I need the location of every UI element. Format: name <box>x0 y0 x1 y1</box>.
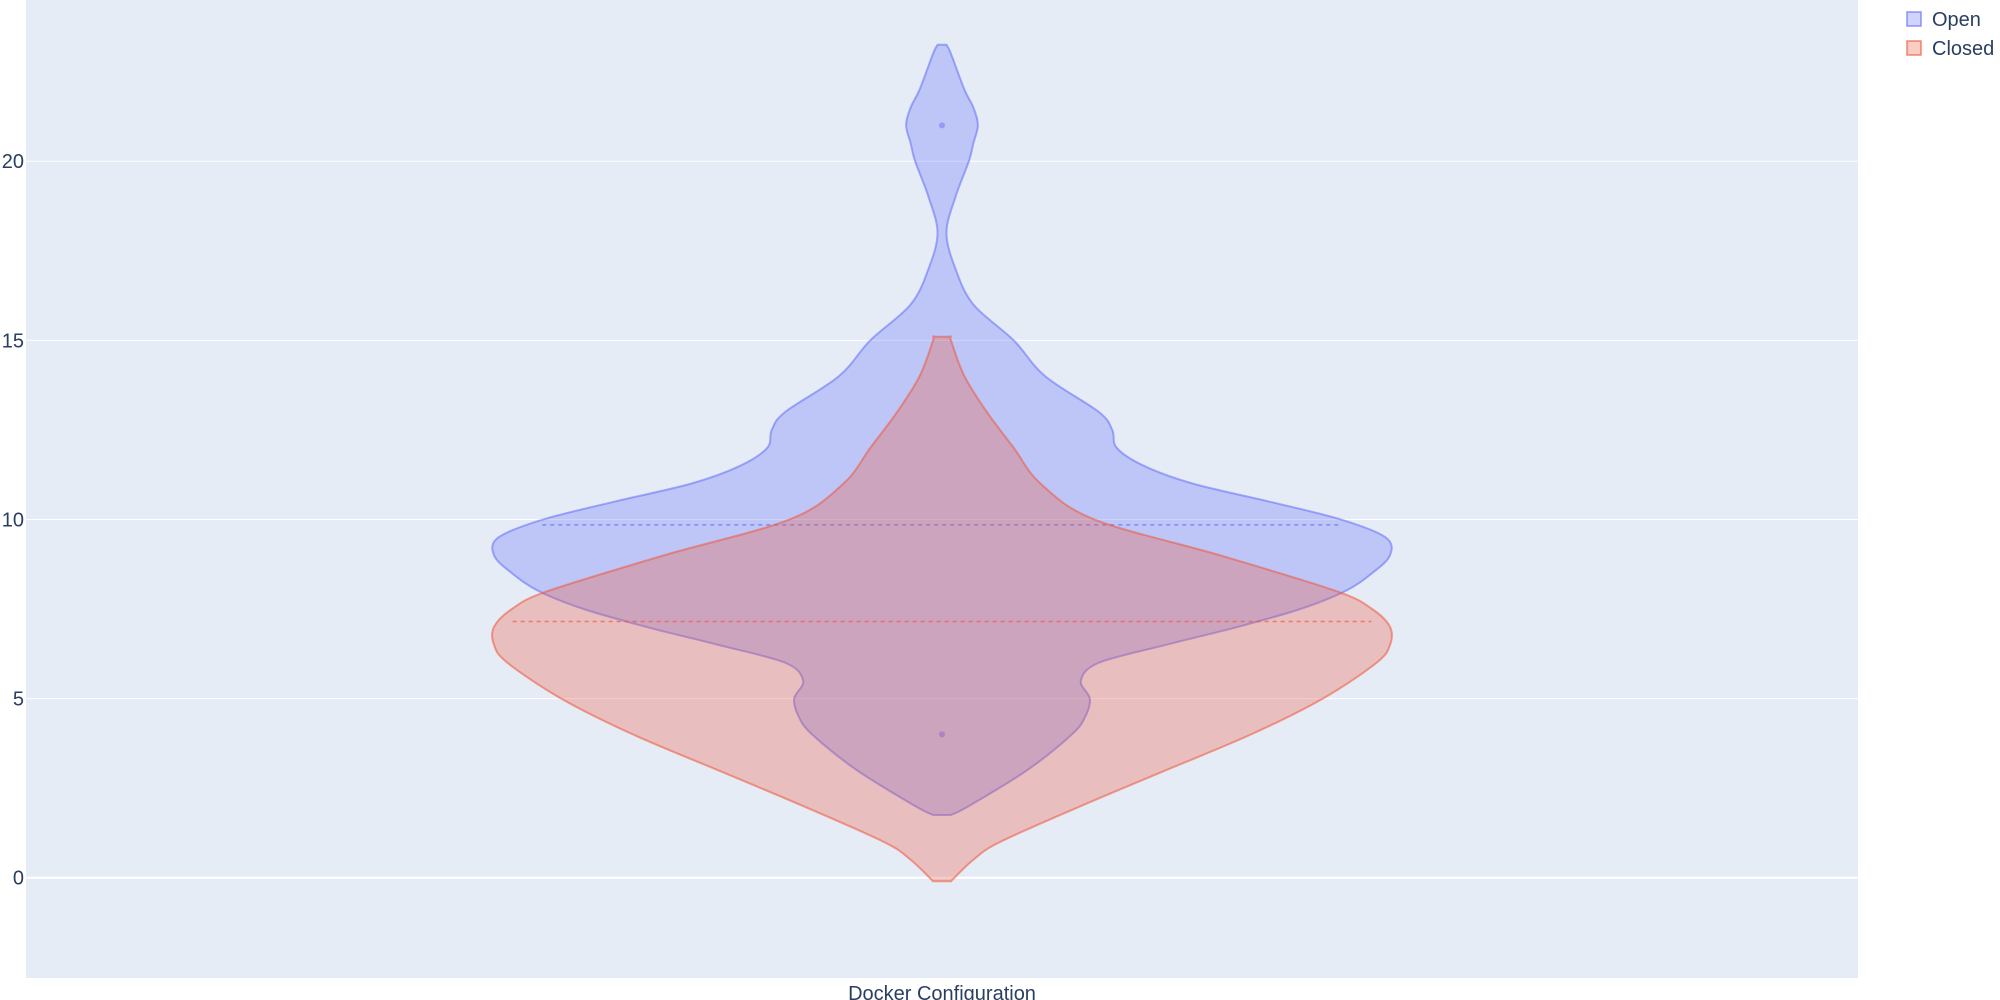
legend-swatch <box>1906 11 1922 27</box>
violin-open[interactable] <box>491 43 1393 816</box>
y-tick-label: 20 <box>2 151 24 173</box>
legend[interactable]: Open Closed <box>1906 9 1994 60</box>
x-category-label: Docker Configuration <box>848 983 1036 1000</box>
y-tick-label: 15 <box>2 330 24 352</box>
legend-item-closed[interactable]: Closed <box>1906 38 1994 60</box>
y-axis-ticks: 0 5 10 15 20 <box>2 151 24 889</box>
legend-label: Closed <box>1932 38 1994 60</box>
legend-swatch <box>1906 40 1922 56</box>
violin-series <box>491 43 1393 883</box>
grid-lines <box>26 160 1858 879</box>
legend-label: Open <box>1932 9 1981 31</box>
y-tick-label: 0 <box>13 868 24 890</box>
legend-item-open[interactable]: Open <box>1906 9 1981 31</box>
outlier-point[interactable] <box>939 731 945 738</box>
outlier-point[interactable] <box>939 122 945 129</box>
violin-closed[interactable] <box>491 335 1393 883</box>
y-tick-label: 5 <box>13 689 24 711</box>
y-tick-label: 10 <box>2 509 24 531</box>
